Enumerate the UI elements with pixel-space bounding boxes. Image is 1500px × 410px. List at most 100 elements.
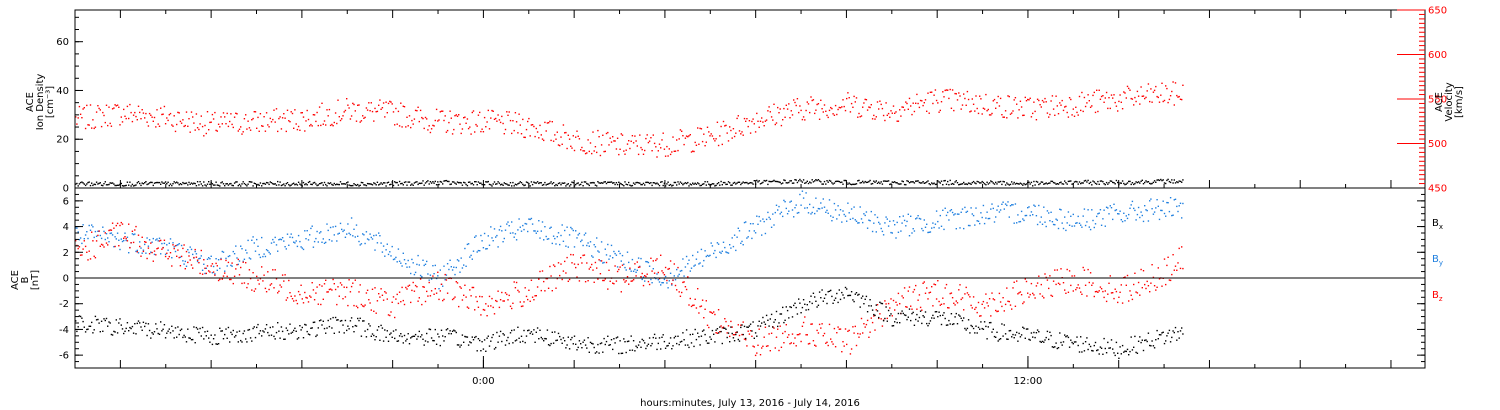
density-series-point <box>145 181 147 183</box>
density-series-point <box>251 181 253 183</box>
velocity-series-point <box>598 136 600 138</box>
bx-series-point <box>235 334 237 337</box>
bx-series-point <box>573 335 576 337</box>
bx-series-point <box>302 337 305 339</box>
density-series-point <box>523 184 525 187</box>
bx-series-point <box>121 328 124 330</box>
density-series-point <box>660 181 662 183</box>
bx-series-point <box>1040 341 1042 343</box>
bz-series-point <box>246 286 248 289</box>
bx-series-point <box>583 339 586 341</box>
bz-series-point <box>268 288 270 291</box>
by-series-point <box>972 214 975 217</box>
bx-series-point <box>124 330 126 332</box>
velocity-series-point <box>1020 106 1023 108</box>
velocity-series-point <box>293 127 295 129</box>
density-series-point <box>793 182 795 184</box>
velocity-series-point <box>1045 101 1047 103</box>
by-series-point <box>152 237 154 240</box>
density-series-point <box>1086 181 1088 183</box>
by-series-point <box>408 266 411 268</box>
velocity-series-point <box>641 148 643 151</box>
density-series-point <box>135 184 137 186</box>
by-series-point <box>401 265 403 267</box>
density-series-point <box>799 178 801 181</box>
by-series-point <box>862 221 864 224</box>
density-series-point <box>444 180 446 182</box>
density-series-point <box>916 180 918 182</box>
bz-series-point <box>445 279 448 281</box>
bx-series-point <box>998 338 1001 341</box>
bz-series-point <box>577 263 579 266</box>
bx-series-point <box>93 329 95 331</box>
bz-series-point <box>1077 284 1079 286</box>
bz-series-point <box>639 266 641 268</box>
velocity-series-point <box>164 123 167 125</box>
by-series-point <box>84 234 87 236</box>
velocity-series-point <box>176 123 178 126</box>
velocity-series-point <box>109 122 111 125</box>
bz-series-point <box>370 309 372 311</box>
by-series-point <box>1002 201 1004 203</box>
by-series-point <box>719 251 721 253</box>
by-series-point <box>853 206 855 208</box>
velocity-series-point <box>842 99 844 101</box>
bz-series-point <box>879 313 881 315</box>
velocity-series-point <box>123 108 125 111</box>
velocity-series-point <box>869 106 871 109</box>
by-series-point <box>706 254 709 257</box>
bz-series-point <box>778 349 780 352</box>
density-series-point <box>125 184 127 187</box>
velocity-series-point <box>561 143 563 145</box>
by-series-point <box>880 227 882 230</box>
by-series-point <box>965 211 967 213</box>
by-series-point <box>1169 197 1172 199</box>
bz-series-point <box>703 317 705 319</box>
by-series-point <box>535 232 537 234</box>
bz-series-point <box>455 281 457 283</box>
velocity-series-point <box>463 117 465 119</box>
bx-series-point <box>395 329 397 331</box>
bx-series-point <box>357 317 359 320</box>
bz-series-point <box>243 282 246 284</box>
by-series-point <box>1039 221 1041 223</box>
bz-series-point <box>281 274 284 276</box>
bz-series-point <box>756 352 758 354</box>
bz-series-point <box>302 302 305 304</box>
density-series-point <box>422 180 424 182</box>
velocity-series-point <box>1100 95 1103 98</box>
velocity-series-point <box>714 140 716 142</box>
field-tick-label: -4 <box>59 325 69 336</box>
by-series-point <box>518 218 520 220</box>
density-series-point <box>215 181 217 183</box>
bx-series-point <box>145 322 147 325</box>
by-series-point <box>791 209 794 211</box>
bx-series-point <box>1178 337 1180 339</box>
velocity-series-point <box>485 126 487 128</box>
density-series-point <box>398 180 401 183</box>
velocity-series-point <box>863 102 865 104</box>
density-series-point <box>859 182 861 184</box>
density-series-point <box>328 182 331 185</box>
density-series-point <box>863 182 865 184</box>
by-series-point <box>527 230 529 233</box>
density-series-point <box>786 182 789 184</box>
density-series-point <box>467 181 470 183</box>
density-series-point <box>97 183 99 185</box>
velocity-series-point <box>1012 110 1014 112</box>
velocity-series-point <box>1002 116 1004 118</box>
velocity-series-point <box>481 128 483 130</box>
bz-series-point <box>539 270 541 273</box>
by-series-point <box>1152 213 1155 215</box>
bx-series-point <box>392 330 395 332</box>
velocity-series-point <box>141 109 143 111</box>
density-series-point <box>796 181 799 184</box>
velocity-series-point <box>970 110 972 112</box>
bx-series-point <box>466 336 469 338</box>
bz-series-point <box>1182 267 1184 270</box>
bz-series-point <box>658 277 661 280</box>
velocity-series-point <box>86 104 88 107</box>
bx-series-point <box>1045 336 1047 339</box>
field-tick-label: -2 <box>59 299 69 310</box>
by-series-point <box>575 230 577 232</box>
